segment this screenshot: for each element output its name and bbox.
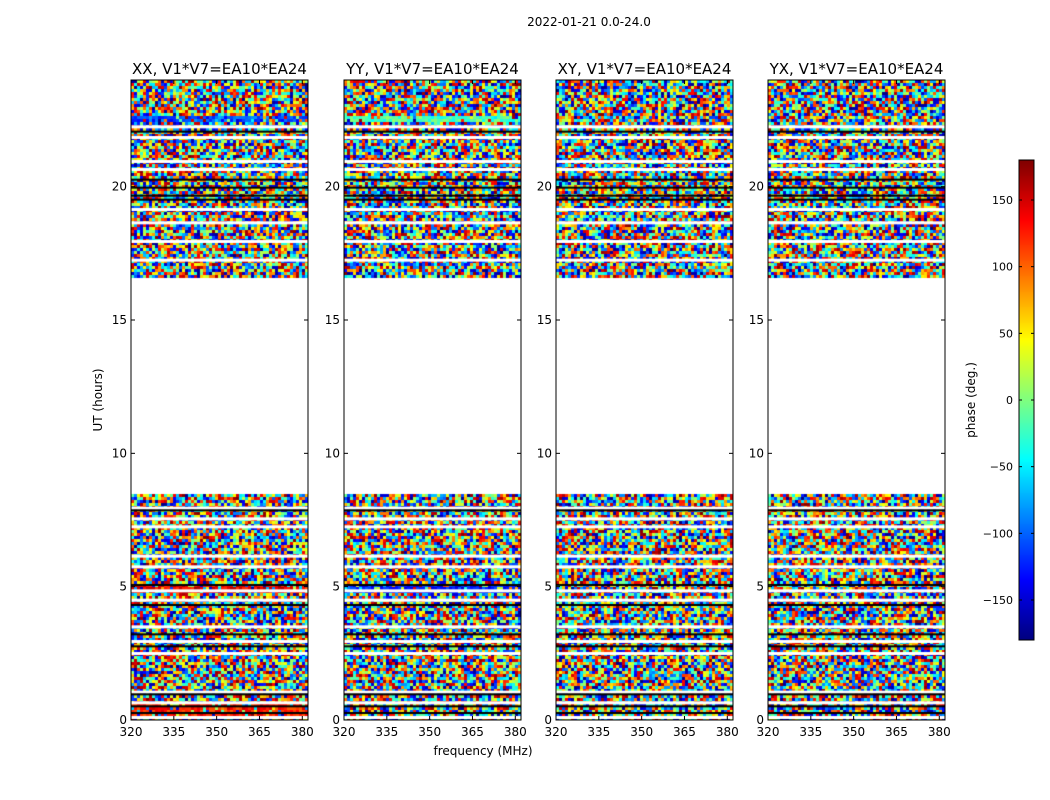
panel-1-ytick-label-0: 0 <box>332 713 340 727</box>
panel-1-xtick-label-2: 350 <box>418 725 441 739</box>
panel-0-ytick-label-1: 5 <box>119 580 127 594</box>
panel-3-xtick-label-2: 350 <box>842 725 865 739</box>
panel-0-frame <box>130 79 309 721</box>
panel-2-title: XY, V1*V7=EA10*EA24 <box>558 60 732 78</box>
panel-2: XY, V1*V7=EA10*EA24 320 335 350 365 380 0 5 10 15… <box>537 60 739 739</box>
colorbar-label: phase (deg.) <box>964 362 978 438</box>
panel-2-xtick-label-1: 335 <box>587 725 610 739</box>
panel-0-ytick-label-0: 0 <box>119 713 127 727</box>
panel-3-phase-image <box>768 80 945 720</box>
panel-3-ytick-label-1: 5 <box>756 580 764 594</box>
y-axis-label: UT (hours) <box>91 368 105 431</box>
panel-2-ytick-label-0: 0 <box>544 713 552 727</box>
panel-1-ytick-label-3: 15 <box>325 313 340 327</box>
panel-1: YY, V1*V7=EA10*EA24 320 335 350 365 380 0 5 10 15… <box>325 60 527 739</box>
panel-0-xtick-label-4: 380 <box>291 725 314 739</box>
panel-2-xtick-label-0: 320 <box>545 725 568 739</box>
colorbar-tick-label-5: −100 <box>983 527 1013 540</box>
panel-1-xtick-label-1: 335 <box>375 725 398 739</box>
panel-1-xtick-label-4: 380 <box>504 725 527 739</box>
colorbar: 150 100 50 0 −50 −100 −150 <box>983 159 1035 641</box>
panel-3-xtick-label-0: 320 <box>757 725 780 739</box>
panels-group: XX, V1*V7=EA10*EA24 320 335 350 365 380 0 5 10 15… <box>112 60 951 739</box>
panel-2-ytick-label-4: 20 <box>537 180 552 194</box>
colorbar-tick-label-1: 100 <box>992 261 1013 274</box>
panel-1-ytick-label-2: 10 <box>325 446 340 460</box>
x-axis-label: frequency (MHz) <box>433 744 532 758</box>
colorbar-tick-label-0: 150 <box>992 194 1013 207</box>
panel-3-xtick-label-4: 380 <box>928 725 951 739</box>
panel-3-title: YX, V1*V7=EA10*EA24 <box>769 60 944 78</box>
panel-0-title: XX, V1*V7=EA10*EA24 <box>132 60 307 78</box>
panel-2-frame <box>555 79 734 721</box>
panel-0-xtick-label-2: 350 <box>205 725 228 739</box>
panel-3-ytick-label-3: 15 <box>749 313 764 327</box>
panel-3-xtick-label-1: 335 <box>799 725 822 739</box>
figure-suptitle: 2022-01-21 0.0-24.0 <box>527 15 651 29</box>
panel-0-phase-image <box>131 80 308 720</box>
panel-3: YX, V1*V7=EA10*EA24 320 335 350 365 380 0 5 10 15… <box>749 60 951 739</box>
panel-2-ytick-label-1: 5 <box>544 580 552 594</box>
panel-1-ytick-label-4: 20 <box>325 180 340 194</box>
panel-0: XX, V1*V7=EA10*EA24 320 335 350 365 380 0 5 10 15… <box>112 60 314 739</box>
panel-3-ytick-label-4: 20 <box>749 180 764 194</box>
panel-2-phase-image <box>556 80 733 720</box>
panel-2-xtick-label-4: 380 <box>716 725 739 739</box>
colorbar-tick-label-2: 50 <box>999 327 1013 340</box>
panel-1-frame <box>343 79 522 721</box>
panel-1-xtick-label-0: 320 <box>333 725 356 739</box>
panel-2-ytick-label-2: 10 <box>537 446 552 460</box>
panel-0-ytick-label-3: 15 <box>112 313 127 327</box>
panel-2-ytick-label-3: 15 <box>537 313 552 327</box>
panel-3-ytick-label-0: 0 <box>756 713 764 727</box>
panel-3-xtick-label-3: 365 <box>885 725 908 739</box>
panel-0-xtick-label-1: 335 <box>162 725 185 739</box>
colorbar-tick-label-4: −50 <box>990 461 1013 474</box>
panel-1-ytick-label-1: 5 <box>332 580 340 594</box>
panel-3-frame <box>767 79 946 721</box>
panel-2-xtick-label-3: 365 <box>673 725 696 739</box>
panel-1-title: YY, V1*V7=EA10*EA24 <box>345 60 519 78</box>
colorbar-tick-label-3: 0 <box>1006 394 1013 407</box>
panel-0-xtick-label-3: 365 <box>248 725 271 739</box>
panel-2-xtick-label-2: 350 <box>630 725 653 739</box>
colorbar-tick-label-6: −150 <box>983 594 1013 607</box>
panel-1-xtick-label-3: 365 <box>461 725 484 739</box>
panel-0-xtick-label-0: 320 <box>120 725 143 739</box>
panel-1-phase-image <box>344 80 521 720</box>
colorbar-gradient <box>1019 160 1034 640</box>
panel-0-ytick-label-4: 20 <box>112 180 127 194</box>
panel-0-ytick-label-2: 10 <box>112 446 127 460</box>
panel-3-ytick-label-2: 10 <box>749 446 764 460</box>
